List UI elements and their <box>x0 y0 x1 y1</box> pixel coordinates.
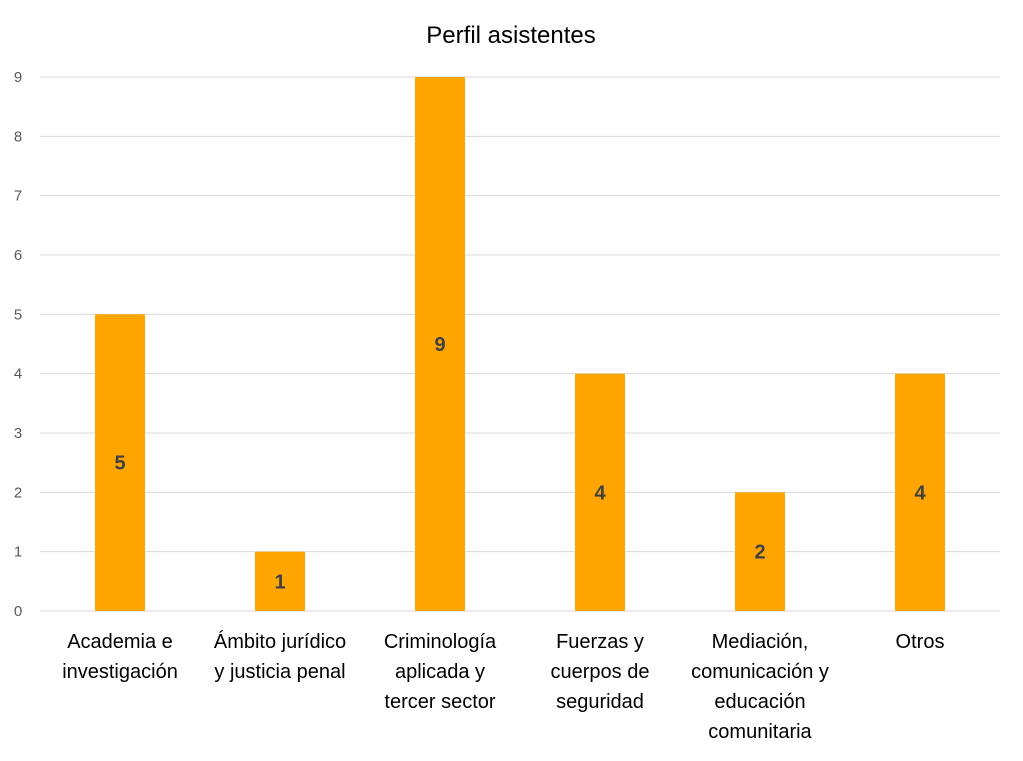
x-tick-label: y justicia penal <box>214 661 345 683</box>
x-tick-label: comunicación y <box>691 661 829 683</box>
x-tick-label: Fuerzas y <box>556 631 644 653</box>
x-tick-label: educación <box>714 691 805 713</box>
bar <box>415 77 465 611</box>
x-tick-label: Mediación, <box>712 631 809 653</box>
y-tick-label: 8 <box>14 128 22 145</box>
bar <box>95 314 145 611</box>
y-tick-label: 3 <box>14 425 22 442</box>
x-tick-label: aplicada y <box>395 661 485 683</box>
y-tick-label: 0 <box>14 603 22 620</box>
bar <box>735 492 785 611</box>
x-tick-label: Otros <box>896 631 945 653</box>
bar <box>255 551 305 611</box>
y-tick-label: 6 <box>14 247 22 264</box>
x-tick-label: cuerpos de <box>551 661 650 683</box>
x-tick-label: comunitaria <box>708 721 812 743</box>
y-tick-label: 4 <box>14 366 22 383</box>
data-label: 2 <box>754 542 765 564</box>
y-tick-label: 1 <box>14 544 22 561</box>
bar <box>895 373 945 611</box>
data-label: 9 <box>434 334 445 356</box>
y-tick-label: 5 <box>14 306 22 323</box>
y-tick-label: 9 <box>14 69 22 86</box>
x-tick-label: Ámbito jurídico <box>214 630 346 653</box>
y-tick-label: 7 <box>14 188 22 205</box>
data-label: 5 <box>114 453 125 475</box>
x-tick-label: seguridad <box>556 691 644 713</box>
data-label: 4 <box>594 482 606 504</box>
data-label: 4 <box>914 482 926 504</box>
x-tick-label: Criminología <box>384 631 497 653</box>
y-tick-label: 2 <box>14 484 22 501</box>
bar <box>575 373 625 611</box>
x-tick-label: investigación <box>62 661 178 683</box>
x-tick-label: Academia e <box>67 631 173 653</box>
x-tick-label: tercer sector <box>384 691 495 713</box>
data-label: 1 <box>274 571 285 593</box>
chart-title: Perfil asistentes <box>426 22 595 49</box>
